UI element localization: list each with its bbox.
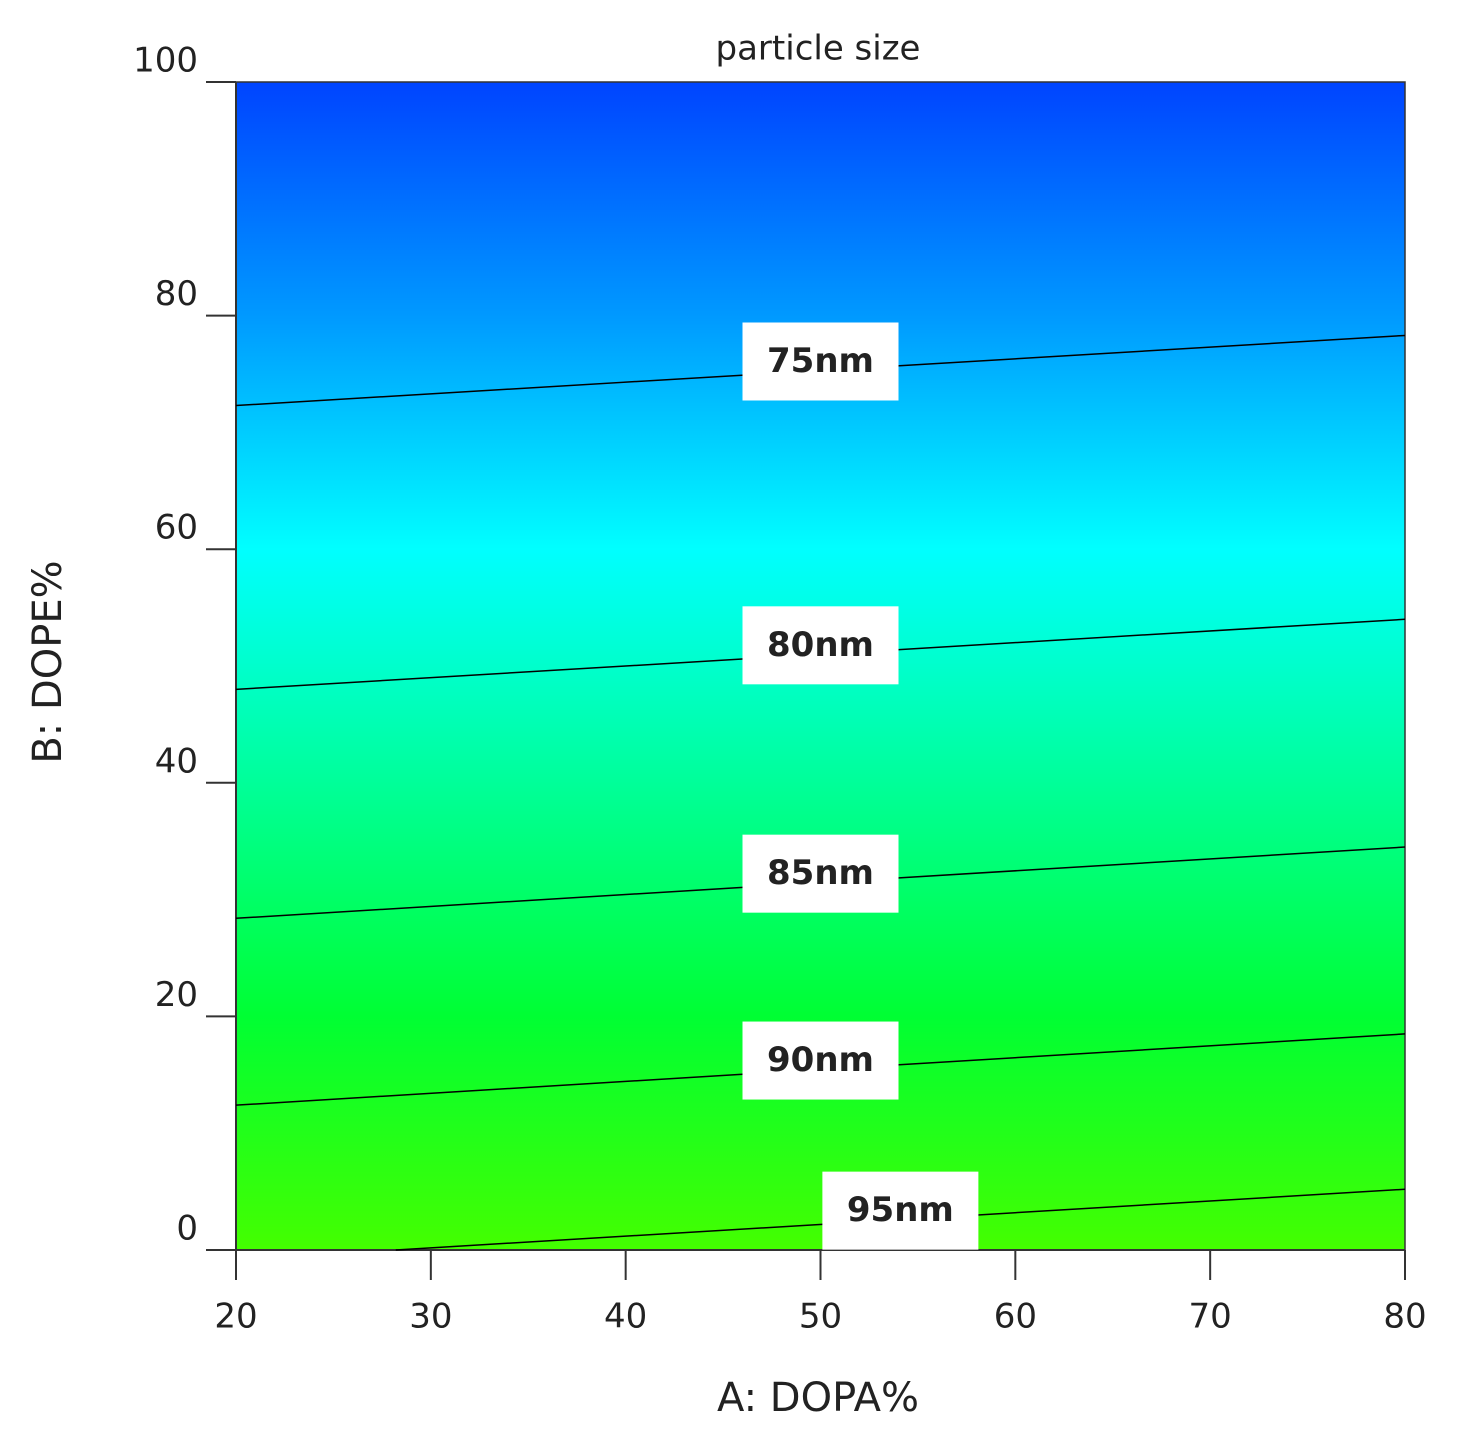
y-tick-label: 100 bbox=[133, 41, 198, 81]
x-axis-label: A: DOPA% bbox=[717, 1375, 919, 1421]
y-axis-label: B: DOPE% bbox=[25, 560, 71, 763]
contour-label-box bbox=[822, 1171, 979, 1250]
x-tick-label: 20 bbox=[214, 1297, 257, 1337]
contour-label: 95nm bbox=[847, 1190, 954, 1230]
x-tick-label: 80 bbox=[1383, 1297, 1426, 1337]
contour-label-box bbox=[742, 606, 899, 685]
y-tick-label: 40 bbox=[155, 741, 198, 781]
contour-label: 80nm bbox=[767, 625, 874, 665]
y-tick-label: 0 bbox=[176, 1209, 198, 1249]
x-tick-label: 40 bbox=[604, 1297, 647, 1337]
contour-label: 85nm bbox=[767, 853, 874, 893]
x-tick-label: 60 bbox=[994, 1297, 1037, 1337]
x-tick-label: 50 bbox=[799, 1297, 842, 1337]
chart-title: particle size bbox=[716, 29, 921, 69]
contour-label-box bbox=[742, 1021, 899, 1100]
y-tick-label: 20 bbox=[155, 975, 198, 1015]
x-tick-label: 30 bbox=[409, 1297, 452, 1337]
contour-label: 90nm bbox=[767, 1040, 874, 1080]
contour-label: 75nm bbox=[767, 341, 874, 381]
x-tick-label: 70 bbox=[1189, 1297, 1232, 1337]
y-tick-label: 60 bbox=[155, 508, 198, 548]
contour-label-box bbox=[742, 322, 899, 401]
contour-label-box bbox=[742, 834, 899, 913]
y-tick-label: 80 bbox=[155, 274, 198, 314]
